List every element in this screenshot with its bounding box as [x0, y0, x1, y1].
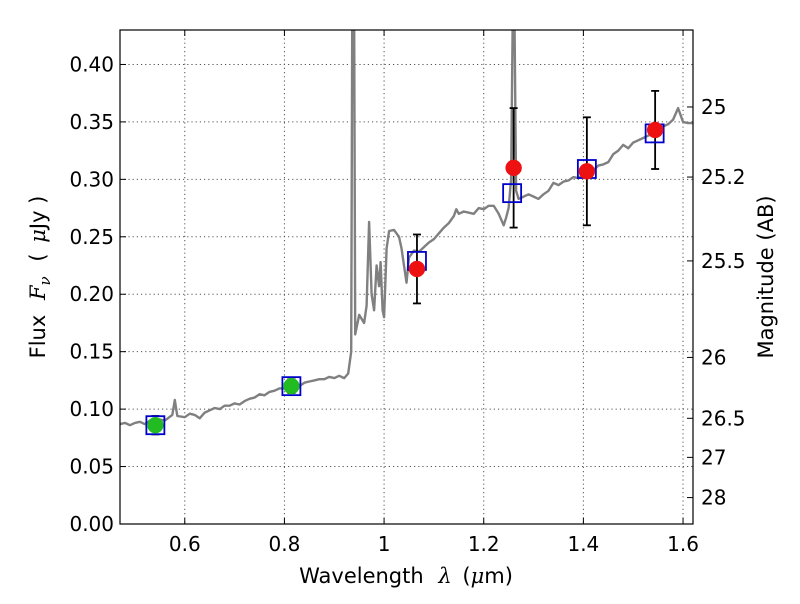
- right-magnitude-tick-labels: 25 25.2 25.5 26 26.5 27 28: [701, 95, 746, 510]
- y2-tick-label: 28: [701, 486, 726, 510]
- model-box: [281, 376, 302, 397]
- y-tick-label: 0.00: [69, 512, 114, 536]
- y2-tick-label: 26.5: [701, 406, 746, 430]
- axis-ticks: [120, 30, 693, 525]
- x-tick-label: 0.6: [169, 532, 201, 556]
- y-tick-label: 0.30: [69, 167, 114, 191]
- model-box: [145, 415, 166, 436]
- y2-tick-label: 25.5: [701, 249, 746, 273]
- y-tick-label: 0.35: [69, 110, 114, 134]
- x-axis-label: Wavelength λ (μm): [299, 564, 513, 588]
- y-tick-label: 0.05: [69, 455, 114, 479]
- y2-axis-label: Magnitude (AB): [754, 195, 778, 358]
- y-tick-label: 0.25: [69, 225, 114, 249]
- y2-tick-label: 26: [701, 345, 726, 369]
- observed-point: [646, 121, 664, 139]
- x-tick-labels: 0.6 0.8 1 1.2 1.4 1.6: [169, 532, 699, 556]
- x-tick-label: 1.2: [468, 532, 500, 556]
- x-tick-label: 0.8: [269, 532, 301, 556]
- x-tick-label: 1.6: [667, 532, 699, 556]
- observed-point: [408, 260, 426, 278]
- model-box: [502, 183, 523, 204]
- observed-point: [147, 416, 164, 434]
- plot-frame: [119, 29, 694, 525]
- x-tick-label: 1.4: [567, 532, 599, 556]
- y-tick-label: 0.15: [69, 340, 114, 364]
- y2-tick-label: 25: [701, 95, 726, 119]
- y-axis-label: Flux Fν ( μJy ): [26, 196, 55, 359]
- observed-point: [505, 159, 522, 177]
- observed-point: [578, 163, 596, 180]
- observed-photometry-points: [147, 121, 664, 434]
- y-tick-label: 0.20: [69, 282, 114, 306]
- observed-point: [283, 377, 300, 395]
- y2-tick-label: 25.2: [701, 165, 746, 189]
- y-tick-label: 0.10: [69, 397, 114, 421]
- y-tick-labels: 0.00 0.05 0.10 0.15 0.20 0.25 0.30 0.35 0.40: [69, 52, 114, 536]
- x-tick-label: 1: [378, 532, 391, 556]
- y-tick-label: 0.40: [69, 52, 114, 76]
- y2-tick-label: 27: [701, 445, 726, 469]
